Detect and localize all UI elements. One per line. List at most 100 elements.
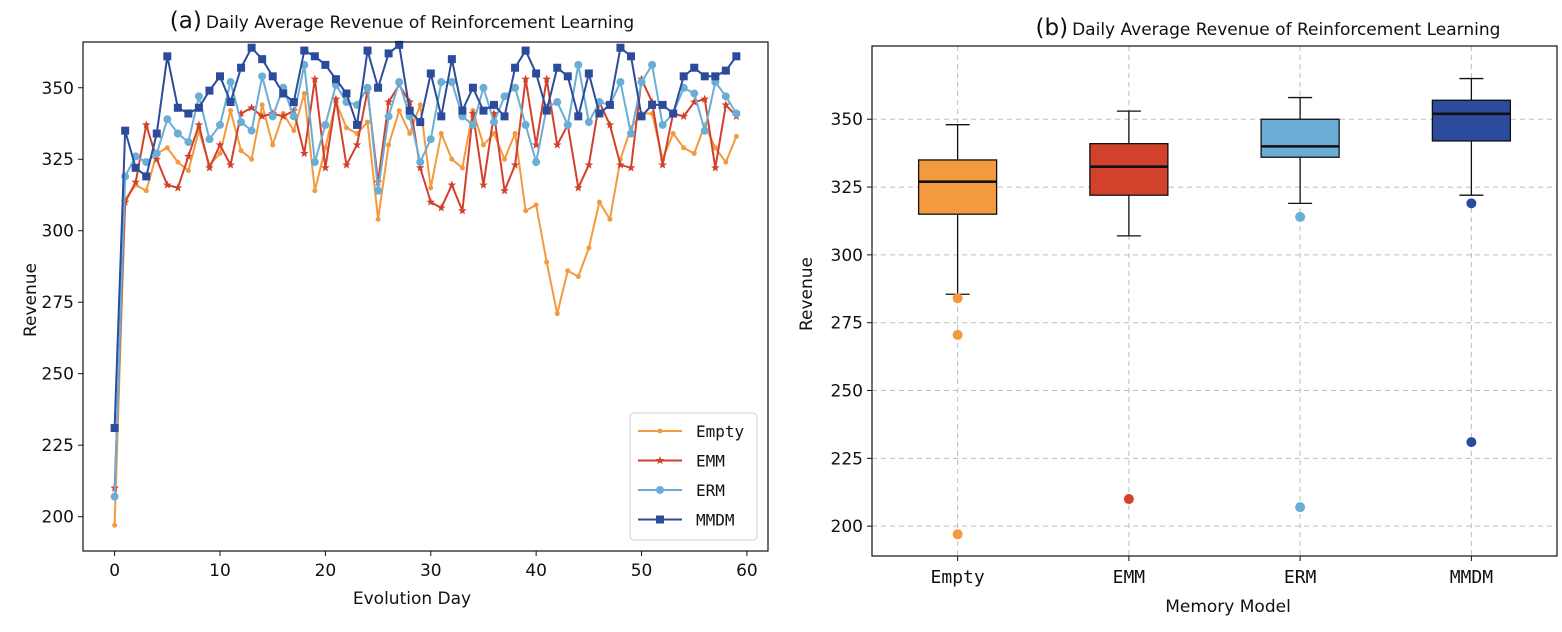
outlier-point <box>952 529 963 540</box>
data-point <box>247 126 256 135</box>
data-point <box>301 90 307 96</box>
panel-a-x-axis-label: Evolution Day <box>353 589 471 609</box>
y-tick-label: 250 <box>831 382 863 402</box>
data-point <box>721 100 731 109</box>
data-point <box>732 52 741 61</box>
data-point <box>637 78 646 87</box>
data-point <box>584 160 594 169</box>
box-iqr <box>1260 118 1340 158</box>
data-point <box>500 92 509 101</box>
data-point <box>428 185 434 191</box>
data-point <box>689 97 699 106</box>
data-point <box>321 163 330 172</box>
data-point <box>670 131 676 137</box>
y-tick-label: 350 <box>831 110 863 130</box>
data-point <box>184 109 193 118</box>
data-point <box>438 131 444 137</box>
data-point <box>500 186 509 195</box>
data-point <box>733 133 739 139</box>
data-point <box>112 522 118 528</box>
x-tick-label: MMDM <box>1450 567 1494 588</box>
legend-label: EMM <box>696 452 725 471</box>
data-point <box>690 63 699 72</box>
outlier-point <box>1295 502 1306 513</box>
data-point <box>352 140 362 149</box>
data-point <box>386 142 392 148</box>
data-point <box>268 112 277 121</box>
data-point <box>416 118 425 127</box>
panel-b-x-ticks: Empty EMM ERM MMDM <box>931 556 1494 588</box>
data-point <box>226 160 235 169</box>
data-point <box>226 78 235 87</box>
legend-label: Empty <box>696 422 745 441</box>
data-point <box>711 163 720 172</box>
series-line-mmdm <box>113 43 738 429</box>
legend-marker <box>656 486 664 494</box>
data-point <box>468 120 477 129</box>
data-point <box>700 72 709 81</box>
data-point <box>342 89 351 98</box>
x-tick-label: 60 <box>736 561 758 581</box>
data-point <box>310 158 319 167</box>
data-point <box>447 180 457 189</box>
data-point <box>658 160 667 169</box>
data-point <box>596 199 602 205</box>
y-tick-label: 225 <box>42 436 74 456</box>
data-point <box>152 154 162 163</box>
data-point <box>426 69 435 78</box>
data-point <box>458 206 467 215</box>
data-point <box>721 66 730 75</box>
data-point <box>185 168 191 174</box>
data-point <box>512 131 518 137</box>
data-point <box>173 103 182 112</box>
data-point <box>595 109 604 118</box>
data-point <box>563 72 572 81</box>
data-point <box>249 156 255 162</box>
data-point <box>479 106 488 115</box>
box-iqr <box>917 159 998 215</box>
data-point <box>690 89 699 98</box>
data-point <box>163 180 172 189</box>
data-point <box>658 120 667 129</box>
data-point <box>511 83 520 92</box>
data-point <box>278 111 288 120</box>
data-point <box>152 129 161 138</box>
legend-item-empty: Empty <box>638 422 745 441</box>
data-point <box>237 118 246 127</box>
legend-marker <box>655 456 665 465</box>
panel-a-line-chart: (a) Daily Average Revenue of Reinforcemen… <box>21 8 769 609</box>
data-point <box>521 120 530 129</box>
outlier-point <box>1295 211 1306 222</box>
data-point <box>563 120 572 129</box>
data-point <box>121 172 130 181</box>
data-point <box>416 158 425 167</box>
data-point <box>194 92 203 101</box>
data-point <box>310 74 320 83</box>
y-tick-label: 200 <box>42 508 74 528</box>
data-point <box>554 311 560 317</box>
data-point <box>531 140 541 149</box>
data-point <box>395 78 404 87</box>
data-point <box>205 163 214 172</box>
data-point <box>321 120 330 129</box>
data-point <box>363 46 372 55</box>
data-point <box>553 98 562 107</box>
panel-b-box-plot: (b) Daily Average Revenue of Reinforcemen… <box>797 15 1558 617</box>
data-point <box>490 100 498 109</box>
data-point <box>458 106 467 115</box>
legend-marker <box>657 428 663 434</box>
panel-a-y-axis-label: Revenue <box>21 263 41 337</box>
data-point <box>648 60 657 69</box>
data-point <box>217 151 223 157</box>
data-point <box>479 180 488 189</box>
data-point <box>459 165 465 171</box>
panel-b-title: (b) Daily Average Revenue of Reinforcemen… <box>1036 15 1501 41</box>
data-point <box>491 131 497 137</box>
data-point <box>552 140 562 149</box>
data-point <box>648 100 657 109</box>
data-point <box>194 120 204 129</box>
box-iqr <box>1089 143 1169 196</box>
data-point <box>384 112 393 121</box>
outlier-point <box>952 329 963 340</box>
